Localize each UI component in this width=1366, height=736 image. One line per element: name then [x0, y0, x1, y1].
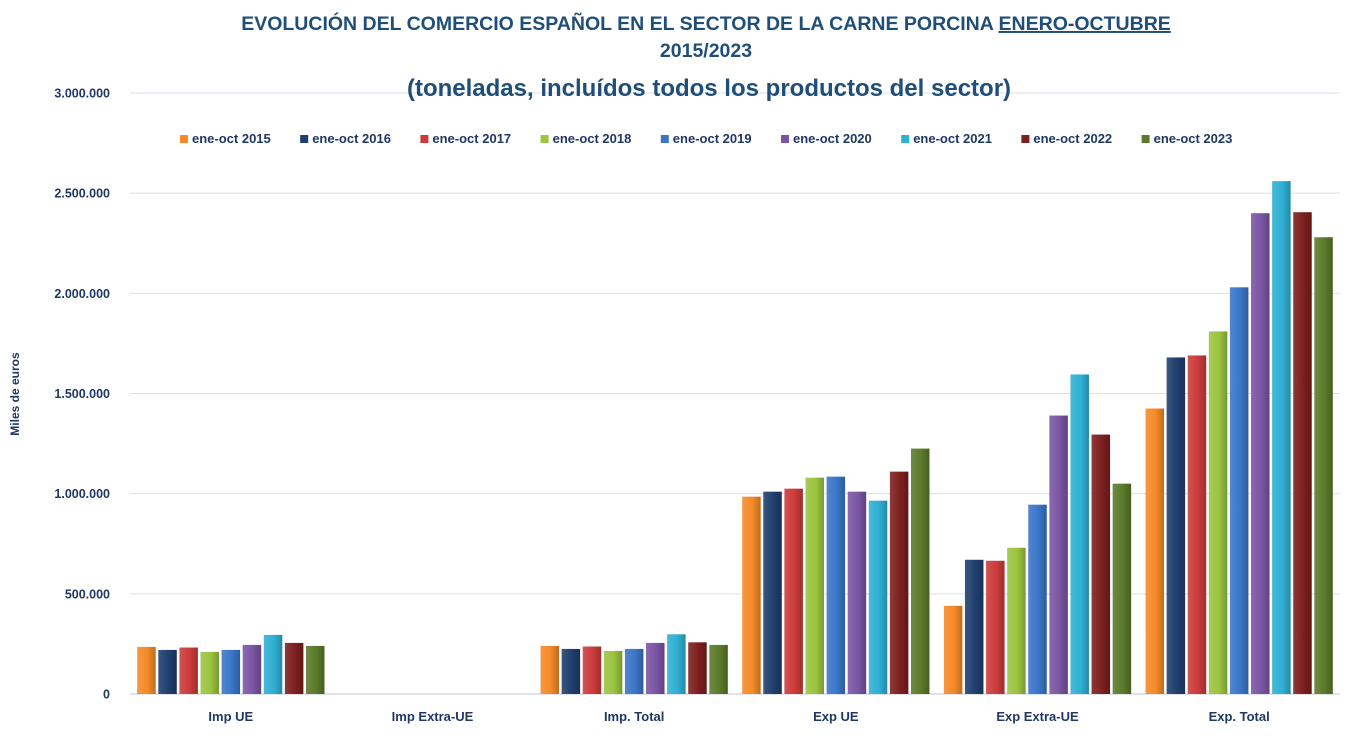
legend-swatch: [420, 135, 429, 143]
x-category-label: Exp Extra-UE: [996, 709, 1079, 724]
legend-label: ene-oct 2020: [793, 131, 872, 146]
bar-ene-oct-2017-Imp-UE: [179, 647, 198, 694]
bar-ene-oct-2016-Exp-UE: [763, 491, 782, 694]
chart-title: EVOLUCIÓN DEL COMERCIO ESPAÑOL EN EL SEC…: [241, 11, 1171, 35]
y-tick-label: 2.500.000: [54, 187, 110, 201]
legend-label: ene-oct 2022: [1033, 131, 1112, 146]
bar-ene-oct-2021-Exp-UE: [868, 500, 888, 694]
bar-ene-oct-2018-Imp-UE: [200, 651, 219, 694]
bar-ene-oct-2022-Exp-Total: [1293, 212, 1312, 694]
bar-ene-oct-2023-Exp-Extra-UE: [1112, 483, 1132, 694]
bar-ene-oct-2016-Imp-Total: [561, 648, 581, 694]
bar-ene-oct-2018-Exp-Extra-UE: [1007, 547, 1026, 694]
bar-ene-oct-2023-Imp-Total: [709, 644, 728, 694]
bar-ene-oct-2015-Imp-UE: [137, 646, 156, 694]
bar-ene-oct-2021-Exp-Total: [1272, 181, 1291, 694]
bar-ene-oct-2022-Exp-Extra-UE: [1091, 434, 1111, 694]
legend-item: ene-oct 2021: [901, 131, 992, 146]
legend-label: ene-oct 2016: [312, 131, 391, 146]
x-category-label: Exp. Total: [1209, 709, 1270, 724]
legend-item: ene-oct 2017: [420, 131, 511, 146]
bar-ene-oct-2023-Exp-Total: [1314, 237, 1333, 695]
legend-item: ene-oct 2018: [540, 131, 632, 146]
bar-ene-oct-2023-Imp-UE: [305, 645, 325, 694]
legend-label: ene-oct 2017: [432, 131, 511, 146]
y-tick-label: 500.000: [65, 587, 110, 601]
bar-ene-oct-2020-Exp-Extra-UE: [1049, 415, 1068, 694]
legend-item: ene-oct 2023: [1141, 131, 1233, 146]
x-category-label: Imp. Total: [604, 709, 664, 724]
legend-item: ene-oct 2022: [1021, 131, 1112, 146]
x-category-label: Exp UE: [813, 709, 859, 724]
gridlines: [130, 92, 1340, 695]
bar-ene-oct-2017-Imp-Total: [582, 646, 602, 694]
bar-ene-oct-2015-Imp-Total: [540, 645, 560, 694]
y-tick-label: 3.000.000: [54, 87, 110, 101]
legend-swatch: [660, 135, 669, 143]
legend-label: ene-oct 2018: [553, 131, 632, 146]
bar-ene-oct-2017-Exp-Extra-UE: [986, 560, 1005, 694]
y-tick-label: 0: [103, 688, 110, 702]
legend-item: ene-oct 2019: [660, 131, 752, 146]
bar-ene-oct-2016-Imp-UE: [158, 649, 177, 694]
bar-ene-oct-2019-Imp-Total: [624, 648, 644, 694]
y-axis-label: Miles de euros: [8, 352, 22, 436]
bar-ene-oct-2018-Exp-Total: [1208, 331, 1228, 694]
bar-ene-oct-2017-Exp-UE: [784, 488, 803, 694]
y-tick-label: 2.000.000: [54, 287, 110, 301]
chart-subtitle: (toneladas, incluídos todos los producto…: [407, 75, 1011, 102]
legend-item: ene-oct 2015: [180, 131, 271, 146]
chart-title-underlined: ENERO-OCTUBRE: [999, 13, 1171, 35]
bar-ene-oct-2020-Imp-Total: [646, 642, 665, 694]
bars: [137, 181, 1333, 695]
legend-swatch: [1141, 135, 1150, 143]
legend-label: ene-oct 2015: [192, 131, 271, 146]
legend-item: ene-oct 2016: [300, 131, 391, 146]
bar-ene-oct-2019-Exp-UE: [826, 476, 846, 694]
bar-ene-oct-2019-Exp-Extra-UE: [1028, 504, 1047, 694]
bar-ene-oct-2016-Exp-Total: [1166, 357, 1186, 694]
y-tick-label: 1.000.000: [54, 487, 110, 501]
chart-title-prefix: EVOLUCIÓN DEL COMERCIO ESPAÑOL EN EL SEC…: [241, 11, 998, 35]
bar-ene-oct-2019-Exp-Total: [1229, 287, 1249, 694]
y-axis-ticks: 0 500.000 1.000.000 1.500.000 2.000.000 2.500…: [54, 87, 110, 702]
legend-item: ene-oct 2020: [781, 131, 872, 146]
x-axis-categories: Imp UE Imp Extra-UE Imp. Total Exp UE Exp Ex…: [208, 709, 1269, 724]
bar-ene-oct-2023-Exp-UE: [910, 448, 930, 694]
x-category-label: Imp UE: [208, 709, 253, 724]
bar-ene-oct-2020-Exp-UE: [847, 491, 867, 694]
legend-swatch: [300, 135, 309, 143]
legend-swatch: [1021, 135, 1030, 143]
legend-swatch: [781, 135, 789, 143]
bar-ene-oct-2021-Imp-UE: [263, 634, 283, 694]
bar-ene-oct-2017-Exp-Total: [1187, 355, 1207, 694]
bar-ene-oct-2020-Exp-Total: [1251, 213, 1270, 694]
legend-swatch: [180, 135, 188, 143]
bar-ene-oct-2019-Imp-UE: [221, 649, 241, 694]
bar-ene-oct-2016-Exp-Extra-UE: [964, 559, 984, 694]
y-tick-label: 1.500.000: [54, 387, 110, 401]
legend-swatch: [901, 135, 910, 143]
bar-ene-oct-2022-Imp-Total: [688, 642, 707, 694]
chart-title-line2: 2015/2023: [660, 40, 752, 62]
bar-ene-oct-2015-Exp-UE: [742, 496, 761, 694]
bar-ene-oct-2015-Exp-Total: [1145, 408, 1165, 694]
bar-ene-oct-2018-Exp-UE: [805, 477, 824, 694]
bar-ene-oct-2018-Imp-Total: [603, 650, 623, 694]
bar-ene-oct-2022-Imp-UE: [284, 642, 304, 694]
bar-ene-oct-2021-Imp-Total: [667, 634, 686, 694]
legend-label: ene-oct 2023: [1154, 131, 1233, 146]
legend-label: ene-oct 2019: [673, 131, 752, 146]
bar-ene-oct-2021-Exp-Extra-UE: [1070, 374, 1089, 694]
bar-ene-oct-2015-Exp-Extra-UE: [943, 605, 963, 694]
legend-swatch: [540, 135, 549, 143]
x-category-label: Imp Extra-UE: [392, 709, 474, 724]
bar-ene-oct-2022-Exp-UE: [889, 471, 909, 694]
legend: ene-oct 2015 ene-oct 2016 ene-oct 2017 ene-…: [180, 131, 1232, 146]
legend-label: ene-oct 2021: [913, 131, 992, 146]
bar-ene-oct-2020-Imp-UE: [242, 644, 262, 694]
